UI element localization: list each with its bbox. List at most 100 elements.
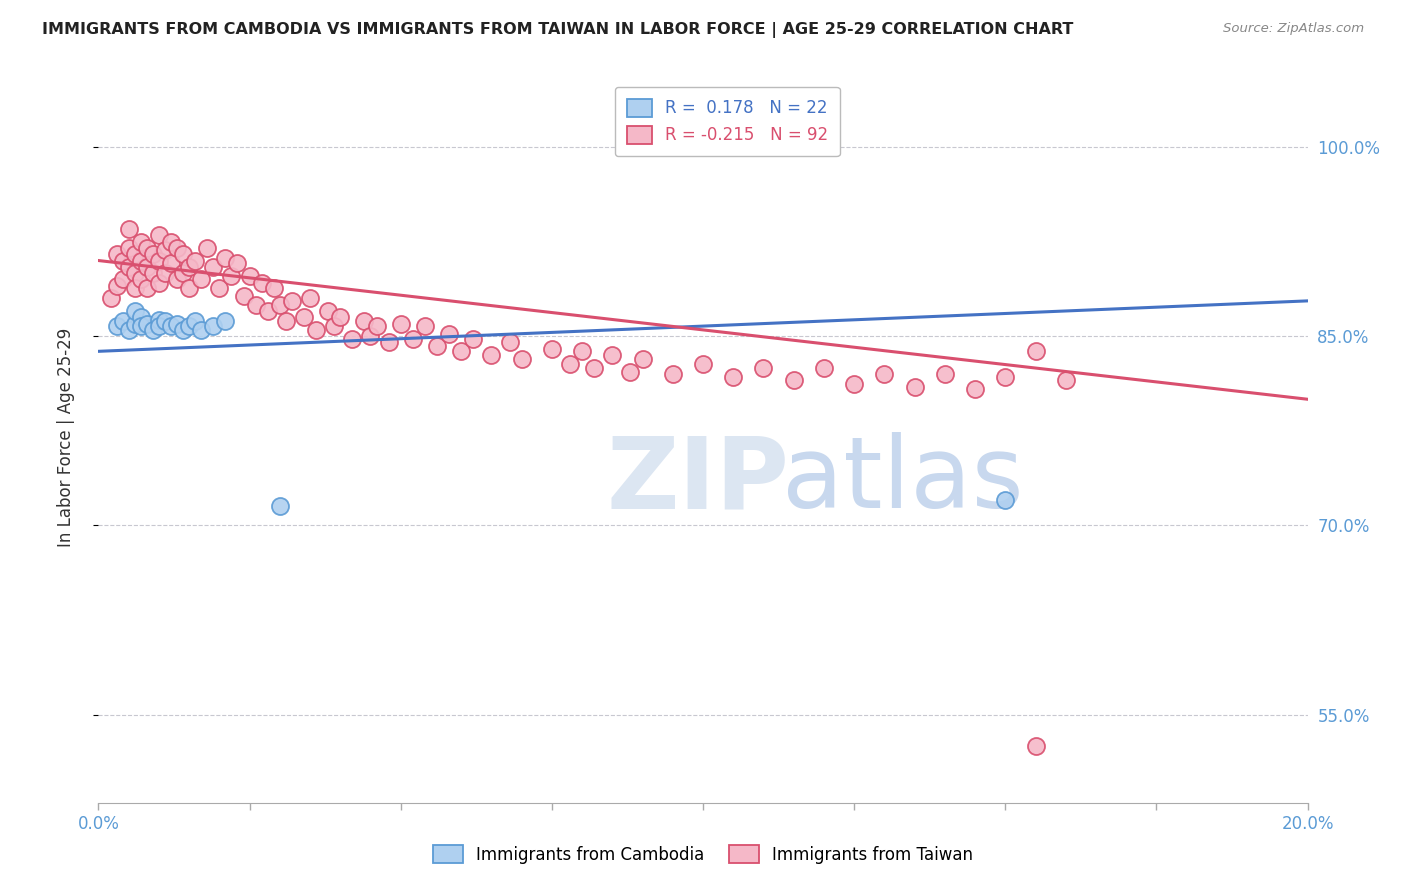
Point xyxy=(426,339,449,353)
Point xyxy=(540,342,562,356)
Point xyxy=(498,335,520,350)
Point xyxy=(510,351,533,366)
Point xyxy=(202,260,225,274)
Point xyxy=(142,323,165,337)
Point xyxy=(111,272,134,286)
Point xyxy=(481,348,503,362)
Point xyxy=(124,247,146,261)
Point xyxy=(292,310,315,325)
Point xyxy=(129,253,152,268)
Point xyxy=(172,247,194,261)
Point xyxy=(316,304,339,318)
Point xyxy=(1024,739,1046,753)
Point xyxy=(994,493,1017,508)
Point xyxy=(873,367,896,381)
Point xyxy=(190,323,212,337)
Point xyxy=(160,235,183,249)
Point xyxy=(269,298,291,312)
Point xyxy=(214,314,236,328)
Point xyxy=(281,293,304,308)
Legend: R =  0.178   N = 22, R = -0.215   N = 92: R = 0.178 N = 22, R = -0.215 N = 92 xyxy=(614,87,839,156)
Point xyxy=(118,323,141,337)
Point xyxy=(232,289,254,303)
Point xyxy=(148,253,170,268)
Point xyxy=(631,351,654,366)
Point xyxy=(463,332,485,346)
Point xyxy=(904,379,927,393)
Point xyxy=(323,319,346,334)
Text: IMMIGRANTS FROM CAMBODIA VS IMMIGRANTS FROM TAIWAN IN LABOR FORCE | AGE 25-29 CO: IMMIGRANTS FROM CAMBODIA VS IMMIGRANTS F… xyxy=(42,22,1074,38)
Point xyxy=(844,377,866,392)
Point xyxy=(124,266,146,280)
Point xyxy=(1054,373,1077,387)
Point xyxy=(226,256,249,270)
Point xyxy=(111,253,134,268)
Point xyxy=(619,364,641,378)
Point xyxy=(239,268,262,283)
Point xyxy=(305,323,328,337)
Point xyxy=(1024,344,1046,359)
Point xyxy=(166,241,188,255)
Point xyxy=(166,317,188,331)
Point xyxy=(148,277,170,291)
Point xyxy=(450,344,472,359)
Point xyxy=(256,304,278,318)
Point xyxy=(135,260,157,274)
Text: Source: ZipAtlas.com: Source: ZipAtlas.com xyxy=(1223,22,1364,36)
Point xyxy=(172,323,194,337)
Point xyxy=(129,310,152,325)
Point xyxy=(221,268,243,283)
Point xyxy=(179,260,201,274)
Point xyxy=(342,332,364,346)
Point xyxy=(148,313,170,327)
Point xyxy=(299,291,322,305)
Point xyxy=(166,272,188,286)
Text: ZIP: ZIP xyxy=(606,433,789,530)
Point xyxy=(142,266,165,280)
Point xyxy=(135,241,157,255)
Point xyxy=(135,281,157,295)
Point xyxy=(723,369,745,384)
Point xyxy=(377,335,399,350)
Point xyxy=(558,357,581,371)
Point xyxy=(965,382,987,396)
Point xyxy=(111,314,134,328)
Point xyxy=(752,360,775,375)
Point xyxy=(402,332,425,346)
Point xyxy=(208,281,231,295)
Point xyxy=(602,348,624,362)
Point xyxy=(692,357,714,371)
Point xyxy=(129,319,152,334)
Point xyxy=(118,222,141,236)
Point xyxy=(329,310,352,325)
Point xyxy=(994,369,1017,384)
Point xyxy=(269,500,291,514)
Point xyxy=(360,329,382,343)
Point xyxy=(179,281,201,295)
Point xyxy=(153,266,176,280)
Point xyxy=(153,314,176,328)
Point xyxy=(172,266,194,280)
Point xyxy=(389,317,412,331)
Point xyxy=(179,319,201,334)
Point xyxy=(214,251,236,265)
Point xyxy=(184,314,207,328)
Text: atlas: atlas xyxy=(782,433,1024,530)
Point xyxy=(366,319,388,334)
Point xyxy=(661,367,683,381)
Point xyxy=(813,360,835,375)
Point xyxy=(263,281,285,295)
Point xyxy=(124,317,146,331)
Point xyxy=(437,326,460,341)
Point xyxy=(245,298,267,312)
Point xyxy=(250,277,273,291)
Point xyxy=(934,367,956,381)
Point xyxy=(202,319,225,334)
Point xyxy=(105,319,128,334)
Point xyxy=(148,228,170,243)
Point xyxy=(160,256,183,270)
Point xyxy=(353,314,375,328)
Point xyxy=(129,235,152,249)
Point xyxy=(135,317,157,331)
Y-axis label: In Labor Force | Age 25-29: In Labor Force | Age 25-29 xyxy=(56,327,75,547)
